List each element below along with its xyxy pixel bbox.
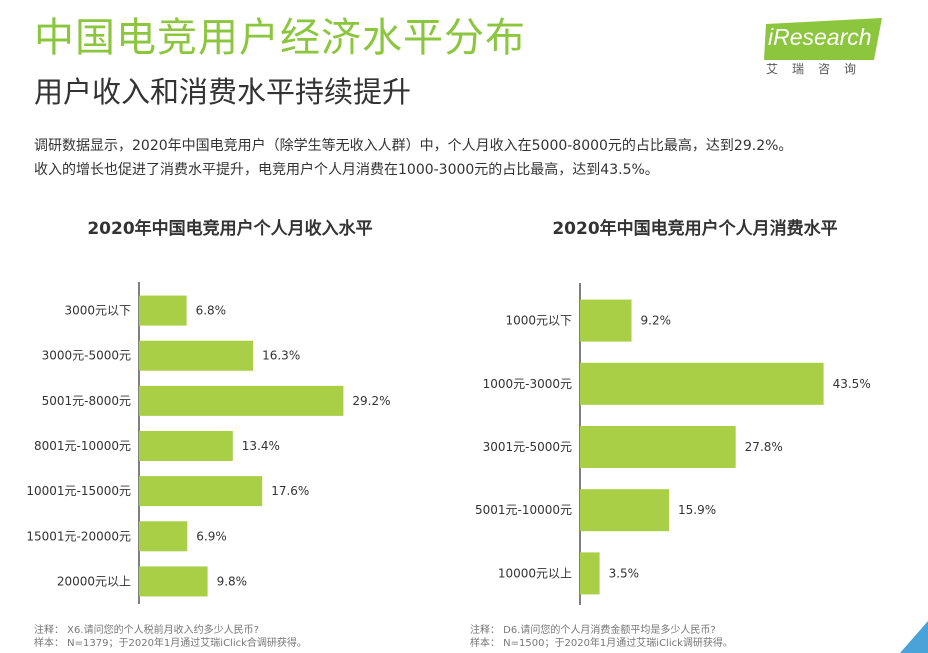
income-category-label: 15001元-20000元 [26, 529, 131, 543]
spending-value-label: 3.5% [609, 566, 640, 580]
income-bar [139, 431, 233, 461]
income-value-label: 17.6% [271, 484, 309, 498]
income-bar [139, 295, 187, 326]
income-bar [139, 521, 188, 552]
income-chart-title: 2020年中国电竞用户个人月收入水平 [87, 219, 373, 239]
income-bar [139, 476, 263, 507]
income-bar [139, 566, 208, 597]
description-line-1: 调研数据显示，2020年中国电竞用户（除学生等无收入人群）中，个人月收入在500… [34, 138, 793, 154]
spending-value-label: 9.2% [641, 314, 672, 328]
income-category-label: 10001元-15000元 [26, 484, 131, 498]
income-value-label: 29.2% [352, 394, 390, 408]
spending-category-label: 5001元-10000元 [475, 503, 572, 517]
logo-brand-text: iResearch [768, 24, 872, 50]
logo-sub-text: 艾瑞咨询 [766, 62, 871, 76]
logo-badge [764, 18, 882, 60]
income-value-label: 13.4% [242, 439, 280, 453]
spending-category-label: 1000元以下 [505, 314, 572, 328]
income-category-label: 20000元以上 [57, 574, 131, 588]
income-note-sample: 样本： N=1379；于2020年1月通过艾瑞iClick合调研获得。 [34, 638, 307, 649]
corner-decoration [900, 621, 928, 653]
income-value-label: 6.9% [196, 529, 227, 543]
description: 调研数据显示，2020年中国电竞用户（除学生等无收入人群）中，个人月收入在500… [34, 134, 914, 182]
income-value-label: 9.8% [217, 574, 248, 588]
spending-bar [580, 489, 670, 532]
spending-bar [580, 299, 632, 342]
spending-bar [580, 362, 824, 405]
income-bar [139, 340, 254, 371]
spending-category-label: 3001元-5000元 [483, 440, 572, 454]
income-value-label: 16.3% [262, 349, 300, 363]
description-line-2: 收入的增长也促进了消费水平提升，电竞用户个人月消费在1000-3000元的占比最… [34, 162, 659, 178]
income-value-label: 6.8% [196, 304, 227, 318]
spending-value-label: 15.9% [678, 503, 716, 517]
spending-category-label: 10000元以上 [498, 566, 572, 580]
spending-chart-note: 注释： D6.请问您的个人月消费金额平均是多少人民币? 样本： N=1500；于… [470, 624, 733, 650]
page-title: 中国电竞用户经济水平分布 [34, 15, 526, 61]
income-category-label: 8001元-10000元 [34, 439, 131, 453]
spending-bar [580, 426, 736, 468]
income-category-label: 3000元以下 [64, 304, 131, 318]
spending-value-label: 43.5% [833, 377, 871, 391]
income-bar [139, 385, 344, 416]
income-chart-note: 注释： X6.请问您的个人税前月收入约多少人民币? 样本： N=1379；于20… [34, 624, 307, 650]
spending-note-sample: 样本： N=1500；于2020年1月通过艾瑞iClick调研获得。 [470, 638, 733, 649]
income-category-label: 5001元-8000元 [42, 394, 131, 408]
page-subtitle: 用户收入和消费水平持续提升 [34, 75, 412, 109]
spending-category-label: 1000元-3000元 [483, 377, 572, 391]
income-category-label: 3000元-5000元 [42, 349, 131, 363]
iresearch-logo: iResearch 艾瑞咨询 [760, 14, 890, 80]
spending-bar [580, 552, 600, 595]
income-note-question: 注释： X6.请问您的个人税前月收入约多少人民币? [34, 625, 259, 636]
spending-value-label: 27.8% [745, 440, 783, 454]
spending-chart-title: 2020年中国电竞用户个人月消费水平 [552, 219, 838, 239]
spending-note-question: 注释： D6.请问您的个人月消费金额平均是多少人民币? [470, 625, 716, 636]
